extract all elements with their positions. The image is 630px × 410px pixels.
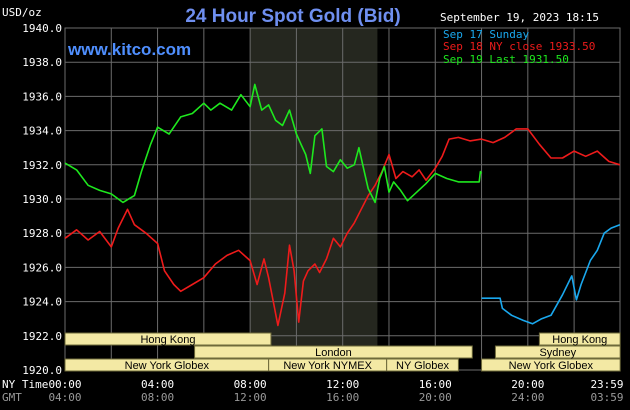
x-tick-gmt: 24:00 xyxy=(511,391,544,404)
chart-title: 24 Hour Spot Gold (Bid) xyxy=(185,6,400,27)
session-box xyxy=(494,345,621,359)
session-box xyxy=(386,358,459,372)
session-label: New York Globex xyxy=(509,360,594,372)
y-tick-label: 1926.0 xyxy=(22,261,62,274)
series-line-2 xyxy=(64,83,483,204)
x-tick-gmt: 08:00 xyxy=(141,391,174,404)
legend-sep17: Sep 17 Sunday xyxy=(443,28,529,41)
session-box xyxy=(64,332,272,346)
x-tick-ny: 00:00 xyxy=(48,378,81,391)
y-tick-label: 1940.0 xyxy=(22,22,62,35)
chart-legend: Sep 17 Sunday Sep 18 NY close 1933.50 Se… xyxy=(443,28,595,66)
legend-sep19: Sep 19 Last 1931.50 xyxy=(443,53,569,66)
x-axis-ticks: 00:00 04:00 08:00 12:00 16:00 20:00 23:5904:00… xyxy=(48,378,623,404)
x-tick-ny: 04:00 xyxy=(141,378,174,391)
y-tick-label: 1934.0 xyxy=(22,125,62,138)
session-box xyxy=(538,332,621,346)
y-axis-ticks: 1920.0 1922.0 1924.0 1926.0 1928.0 1930.0 1932… xyxy=(22,22,62,377)
session-label: Sydney xyxy=(539,347,576,359)
y-tick-label: 1924.0 xyxy=(22,296,62,309)
x-tick-ny: 20:00 xyxy=(511,378,544,391)
series-line-1 xyxy=(64,128,621,327)
session-label: Hong Kong xyxy=(140,334,195,346)
y-tick-label: 1932.0 xyxy=(22,159,62,172)
legend-sep18: Sep 18 NY close 1933.50 xyxy=(443,40,595,53)
series-line-0 xyxy=(481,223,621,325)
chart-timestamp: September 19, 2023 18:15 xyxy=(440,11,599,24)
chart-series xyxy=(64,83,621,327)
brand-url[interactable]: www.kitco.com xyxy=(67,40,191,59)
chart-grid xyxy=(64,27,621,371)
x-tick-ny: 08:00 xyxy=(234,378,267,391)
x-tick-ny: 23:59 xyxy=(590,378,623,391)
x-tick-ny: 12:00 xyxy=(326,378,359,391)
session-box xyxy=(194,345,473,359)
y-tick-label: 1920.0 xyxy=(22,364,62,377)
x-tick-gmt: 04:00 xyxy=(48,391,81,404)
ny-time-label: NY Time xyxy=(2,378,48,391)
session-label: NY Globex xyxy=(396,360,449,372)
y-axis-unit: USD/oz xyxy=(2,6,42,19)
gmt-label: GMT xyxy=(2,391,22,404)
y-tick-label: 1936.0 xyxy=(22,90,62,103)
y-tick-label: 1928.0 xyxy=(22,227,62,240)
y-tick-label: 1922.0 xyxy=(22,330,62,343)
session-box xyxy=(481,358,621,372)
x-tick-gmt: 20:00 xyxy=(419,391,452,404)
x-tick-ny: 16:00 xyxy=(419,378,452,391)
trading-sessions: Hong Kong London New York Globex New York N… xyxy=(64,332,621,372)
y-tick-label: 1930.0 xyxy=(22,193,62,206)
x-tick-gmt: 16:00 xyxy=(326,391,359,404)
y-tick-label: 1938.0 xyxy=(22,56,62,69)
session-label: New York NYMEX xyxy=(283,360,372,372)
session-label: Hong Kong xyxy=(552,334,607,346)
session-label: London xyxy=(315,347,352,359)
x-tick-gmt: 03:59 xyxy=(590,391,623,404)
session-label: New York Globex xyxy=(125,360,210,372)
x-tick-gmt: 12:00 xyxy=(234,391,267,404)
